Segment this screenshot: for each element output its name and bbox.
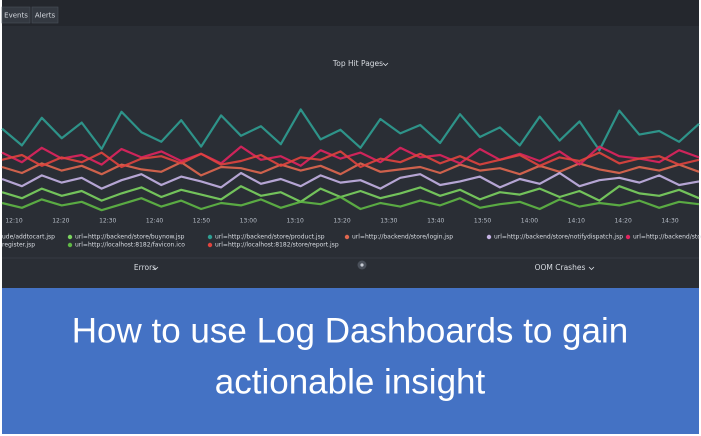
settings-icon-center — [360, 263, 364, 267]
series-line — [1, 195, 700, 212]
panel-title[interactable]: Errors — [134, 263, 156, 272]
x-tick-label: 12:50 — [193, 218, 210, 225]
x-tick-label: 13:40 — [427, 218, 444, 225]
series-line — [1, 171, 700, 190]
series-line — [1, 108, 700, 152]
tab-alerts[interactable] — [31, 6, 59, 24]
x-tick-label: 14:00 — [521, 218, 538, 225]
tab-label: Alerts — [35, 12, 56, 20]
series-line — [1, 185, 700, 203]
legend-label: url=http://localhost:8182/store/report.j… — [215, 242, 339, 249]
series-line — [1, 145, 700, 167]
plot-area — [1, 108, 700, 212]
legend-label: url=http://backend/store/product.jsp — [215, 234, 325, 241]
x-tick-label: 13:20 — [333, 218, 350, 225]
x-tick-label: 13:50 — [474, 218, 491, 225]
x-tick-label: 14:20 — [614, 218, 631, 225]
legend-label: url=http://backend/store/buynow.jsp — [75, 234, 185, 241]
legend-swatch — [67, 234, 73, 240]
x-tick-label: 12:30 — [99, 218, 116, 225]
x-tick-label: 12:40 — [146, 218, 163, 225]
series-line — [1, 150, 700, 169]
chart-title[interactable]: Top Hit Pages — [332, 59, 383, 68]
legend-swatch — [344, 234, 350, 240]
dropdown-chevron — [382, 62, 389, 67]
legend-swatch — [625, 234, 631, 240]
x-tick-label: 12:20 — [52, 218, 69, 225]
x-tick-label: 14:30 — [661, 218, 678, 225]
legend-swatch — [207, 242, 213, 248]
x-tick-label: 13:00 — [240, 218, 257, 225]
legend-label: url=http://backend/stor — [633, 234, 701, 241]
tab-events[interactable] — [1, 6, 31, 24]
x-tick-label: 13:10 — [286, 218, 303, 225]
x-tick-label: 12:10 — [5, 218, 22, 225]
panel-title[interactable]: OOM Crashes — [535, 263, 586, 272]
legend-swatch — [207, 234, 213, 240]
banner — [2, 288, 699, 434]
banner-text: actionable insight — [215, 362, 486, 401]
tab-bar — [2, 0, 699, 26]
legend-label: ude/addtocart.jsp — [2, 234, 55, 241]
series-line — [1, 161, 700, 177]
legend-swatch — [67, 242, 73, 248]
legend-label: register.jsp — [2, 242, 35, 249]
x-tick-label: 13:30 — [380, 218, 397, 225]
legend-label: url=http://backend/store/login.jsp — [352, 234, 453, 241]
legend-swatch — [486, 234, 492, 240]
x-tick-label: 14:10 — [568, 218, 585, 225]
legend-label: url=http://backend/store/notifydispatch.… — [494, 234, 623, 241]
dropdown-chevron — [152, 266, 159, 271]
legend-label: url=http://localhost:8182/favicon.ico — [75, 242, 185, 249]
tab-label: Events — [4, 12, 28, 20]
dashboard-background — [2, 0, 699, 288]
dropdown-chevron — [588, 266, 595, 271]
banner-text: How to use Log Dashboards to gain — [72, 311, 628, 350]
